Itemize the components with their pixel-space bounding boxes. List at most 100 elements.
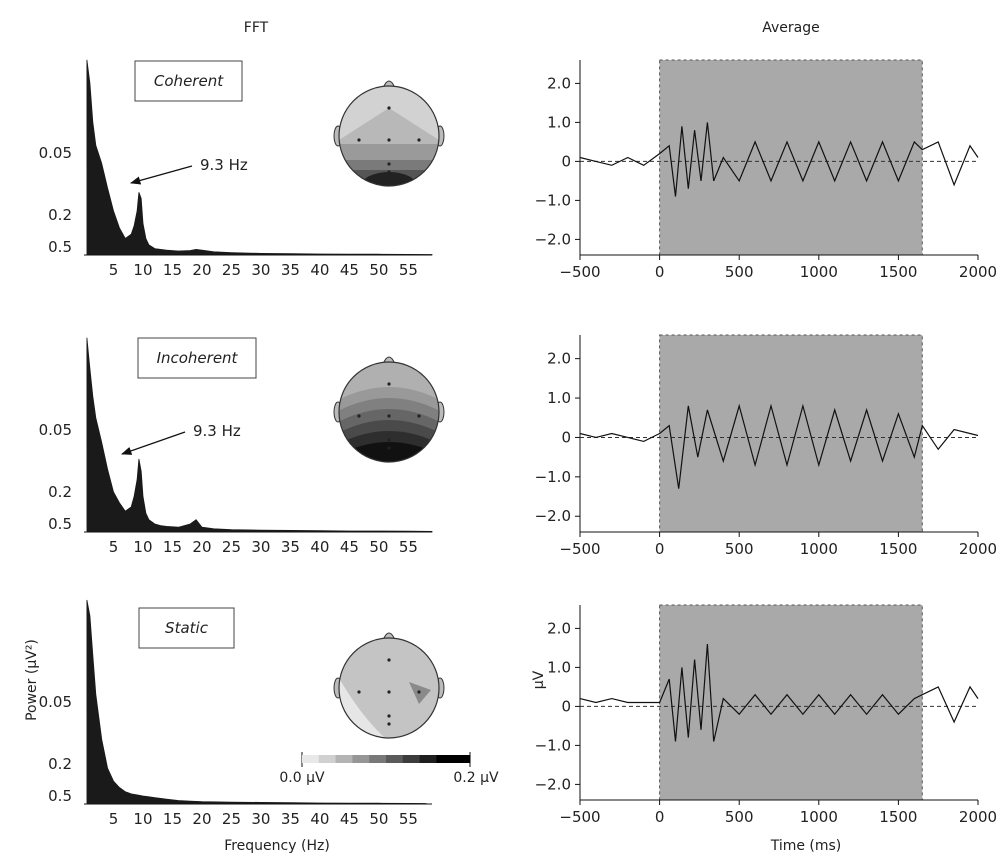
fft-spectrum-incoherent [86, 337, 433, 533]
fft-y-tick-label: 0.5 [48, 238, 72, 256]
electrode-dot [387, 446, 391, 450]
colorbar-cell [318, 755, 337, 763]
colorbar-cell [369, 755, 387, 763]
colorbar-cell [419, 755, 437, 763]
fft-x-tick-label: 40 [310, 810, 329, 828]
electrode-dot [387, 414, 391, 418]
erp-y-tick-label: −2.0 [535, 230, 571, 248]
fft-x-tick-label: 40 [310, 538, 329, 556]
erp-x-tick-label: 0 [655, 263, 665, 281]
erp-y-tick-label: 2.0 [547, 350, 571, 368]
scalp-map-coherent [333, 80, 445, 187]
erp-x-tick-label: 1000 [800, 540, 838, 558]
electrode-dot [417, 138, 421, 142]
electrode-dot [387, 714, 391, 718]
erp-x-tick-label: −500 [559, 540, 600, 558]
fft-x-tick-label: 35 [281, 538, 300, 556]
erp-x-tick-label: 2000 [959, 540, 997, 558]
erp-y-tick-label: −1.0 [535, 736, 571, 754]
fft-x-tick-label: 10 [133, 810, 152, 828]
peak-annotation-label: 9.3 Hz [200, 156, 248, 174]
fft-x-tick-label: 20 [192, 538, 211, 556]
colorbar-cell [436, 755, 454, 763]
erp-x-tick-label: 1000 [800, 263, 838, 281]
electrode-dot [387, 138, 391, 142]
fft-y-tick-label: 0.2 [48, 483, 72, 501]
fft-y-tick-label: 0.5 [48, 787, 72, 805]
fft-x-tick-label: 10 [133, 538, 152, 556]
fft-x-axis-title: Frequency (Hz) [224, 838, 330, 854]
erp-trace-static [579, 643, 979, 742]
fft-x-tick-label: 20 [192, 810, 211, 828]
erp-x-axis-title: Time (ms) [770, 838, 842, 854]
electrode-dot [387, 722, 391, 726]
colorbar-cell [453, 755, 471, 763]
erp-y-tick-label: 1.0 [547, 113, 571, 131]
erp-y-tick-label: −1.0 [535, 191, 571, 209]
fft-panel-incoherent: 5 10 15 20 25 30 35 40 45 50 55 0.5 0.2 0.05 Incoheren… [39, 337, 445, 556]
erp-x-tick-label: 2000 [959, 263, 997, 281]
electrode-dot [387, 690, 391, 694]
colorbar-min-label: 0.0 µV [279, 770, 325, 786]
fft-panel-static: 5 10 15 20 25 30 35 40 45 50 55 0.5 0.2 0.05 Static [39, 599, 445, 828]
erp-x-tick-label: 0 [655, 808, 665, 826]
fft-x-tick-label: 50 [369, 538, 388, 556]
electrode-dot [357, 690, 361, 694]
fft-x-tick-label: 25 [222, 810, 241, 828]
fft-x-tick-label: 25 [222, 261, 241, 279]
peak-arrow [129, 165, 193, 185]
electrode-dot [387, 106, 391, 110]
erp-y-tick-label: −1.0 [535, 468, 571, 486]
electrode-dot [387, 170, 391, 174]
electrode-dot [387, 162, 391, 166]
fft-column-title: FFT [244, 20, 269, 36]
fft-y-tick-label: 0.2 [48, 755, 72, 773]
condition-label: Coherent [154, 72, 224, 90]
erp-x-tick-label: 500 [725, 808, 754, 826]
colorbar-cell [352, 755, 370, 763]
fft-x-tick-label: 45 [340, 810, 359, 828]
stimulus-window [659, 334, 923, 533]
erp-panel-static: 2.0 1.0 0 −1.0 −2.0 −500 0 500 1000 1500 2000 [535, 604, 997, 826]
electrode-dot [357, 414, 361, 418]
condition-label-box [138, 607, 235, 649]
fft-x-tick-label: 55 [399, 810, 418, 828]
panels: 5 10 15 20 25 30 35 40 45 50 550.50.20.05Coherent9… [39, 59, 997, 828]
fft-panel-coherent: 5 10 15 20 25 30 35 40 45 50 55 0.5 0.2 0.05 Coherent 9… [39, 59, 445, 279]
fft-y-tick-label: 0.05 [39, 421, 72, 439]
topo-bands [339, 86, 439, 186]
fft-y-tick-label: 0.5 [48, 515, 72, 533]
stimulus-window [659, 59, 923, 256]
fft-spectrum-static [86, 599, 427, 805]
colorbar-max-label: 0.2 µV [453, 770, 499, 786]
colorbar: 0.0 µV 0.2 µV [279, 752, 499, 786]
erp-x-tick-label: 0 [655, 540, 665, 558]
average-column-title: Average [762, 20, 820, 36]
fft-x-tick-label: 45 [340, 261, 359, 279]
fft-x-tick-label: 40 [310, 261, 329, 279]
fft-x-tick-label: 25 [222, 538, 241, 556]
erp-x-tick-label: 1500 [879, 808, 917, 826]
erp-y-tick-label: 0 [561, 152, 571, 170]
erp-y-tick-label: −2.0 [535, 775, 571, 793]
fft-x-tick-label: 55 [399, 538, 418, 556]
erp-trace-coherent [579, 122, 979, 197]
erp-x-tick-label: −500 [559, 263, 600, 281]
peak-arrow [121, 431, 186, 455]
condition-label: Incoherent [157, 349, 239, 367]
fft-x-tick-label: 20 [192, 261, 211, 279]
erp-x-tick-label: 2000 [959, 808, 997, 826]
electrode-dot [387, 382, 391, 386]
erp-y-tick-label: 0 [561, 697, 571, 715]
scalp-map-static [333, 632, 445, 739]
fft-y-tick-label: 0.05 [39, 144, 72, 162]
erp-y-tick-label: 1.0 [547, 389, 571, 407]
condition-label-box [137, 337, 257, 379]
erp-y-tick-label: 1.0 [547, 658, 571, 676]
colorbar-cell [335, 755, 353, 763]
fft-x-tick-label: 5 [109, 261, 119, 279]
electrode-dot [357, 138, 361, 142]
erp-trace-incoherent [579, 403, 979, 489]
colorbar-cell [402, 755, 421, 763]
erp-x-tick-label: 1500 [879, 540, 917, 558]
